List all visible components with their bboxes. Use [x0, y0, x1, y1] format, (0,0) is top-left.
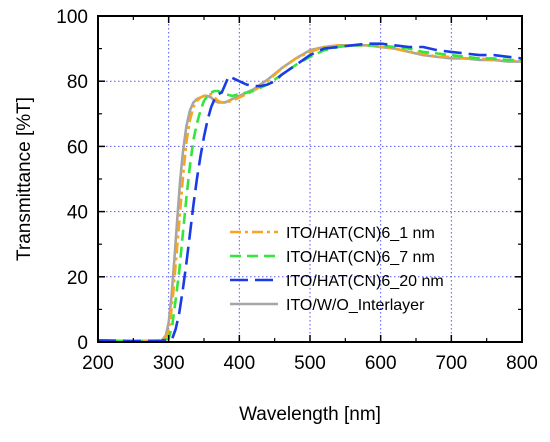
x-tick-label: 200	[82, 353, 114, 374]
axis-ticks	[97, 15, 523, 343]
legend: ITO/HAT(CN)6_1 nm ITO/HAT(CN)6_7 nm ITO/HA…	[230, 225, 444, 314]
series-lines	[98, 42, 522, 342]
legend-label-2: ITO/HAT(CN)6_7 nm	[286, 249, 435, 266]
x-tick-label: 600	[365, 353, 397, 374]
y-tick-label: 40	[67, 203, 88, 224]
series-line-1	[98, 43, 522, 342]
x-tick-label: 700	[435, 353, 467, 374]
legend-label-3: ITO/HAT(CN)6_20 nm	[286, 273, 444, 290]
legend-label-4: ITO/W/O_Interlayer	[286, 297, 425, 314]
x-tick-label: 300	[153, 353, 185, 374]
series-line-2	[98, 43, 522, 342]
y-tick-label: 60	[67, 137, 88, 158]
x-axis-title: Wavelength [nm]	[239, 404, 381, 425]
y-tick-label: 80	[67, 72, 88, 93]
x-tick-label: 400	[223, 353, 255, 374]
grid-lines	[98, 16, 522, 342]
y-axis-title: Transmittance [%T]	[14, 97, 35, 261]
y-tick-label: 0	[77, 333, 88, 354]
y-tick-label: 100	[56, 7, 88, 28]
x-tick-label: 500	[294, 353, 326, 374]
series-line-3	[98, 42, 522, 342]
y-tick-label: 20	[67, 268, 88, 289]
x-tick-label: 800	[506, 353, 538, 374]
legend-label-1: ITO/HAT(CN)6_1 nm	[286, 225, 435, 242]
tick-labels: 200 300 400 500 600 700 800 0 20 40 60 80 100	[56, 7, 538, 374]
